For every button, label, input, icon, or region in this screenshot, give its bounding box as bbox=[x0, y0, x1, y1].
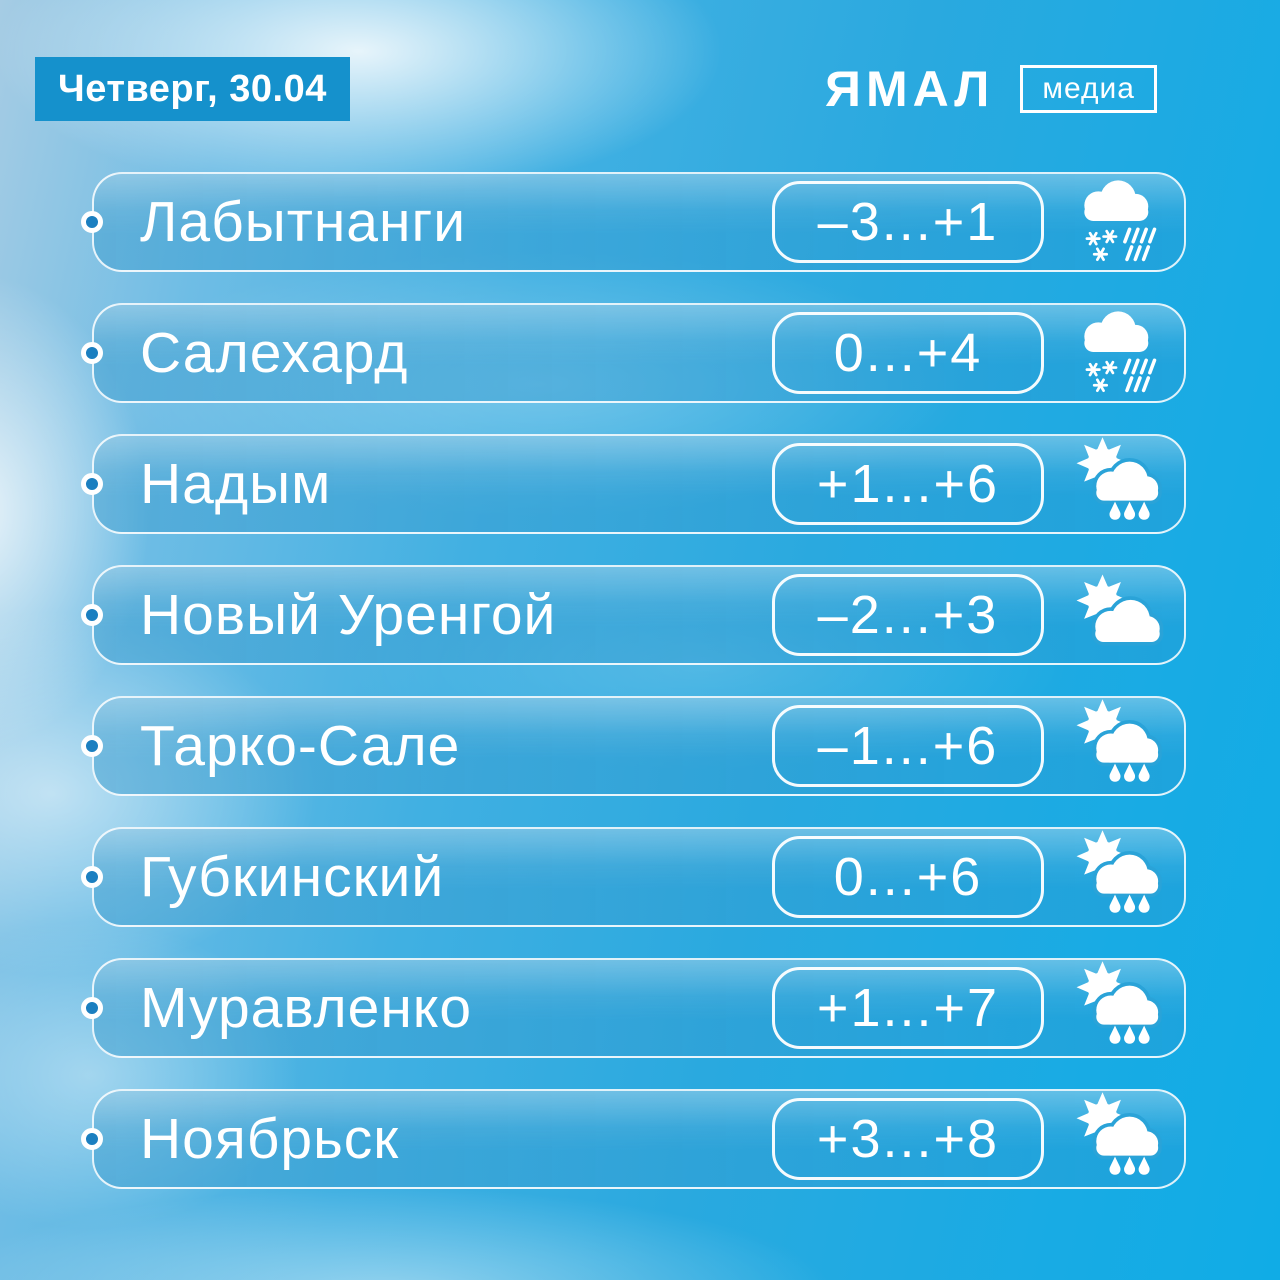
snow-rain-cloud-icon bbox=[1063, 305, 1167, 401]
brand-logo: ЯМАЛ медиа bbox=[825, 60, 1157, 118]
temperature-badge: 0...+6 bbox=[772, 836, 1044, 918]
weather-icon-box bbox=[1046, 567, 1184, 663]
temperature-badge: –1...+6 bbox=[772, 705, 1044, 787]
temperature-value: +1...+6 bbox=[816, 454, 1000, 514]
brand-wordmark: ЯМАЛ bbox=[825, 61, 995, 117]
temperature-value: +3...+8 bbox=[816, 1109, 1000, 1169]
temperature-value: –2...+3 bbox=[817, 585, 999, 645]
weather-icon-box bbox=[1046, 960, 1184, 1056]
temperature-value: +1...+7 bbox=[816, 978, 1000, 1038]
forecast-row-novy-urengoy: Новый Уренгой –2...+3 bbox=[81, 565, 1186, 665]
date-label: Четверг, 30.04 bbox=[58, 68, 327, 110]
temperature-badge: –2...+3 bbox=[772, 574, 1044, 656]
sun-cloud-icon bbox=[1063, 567, 1167, 663]
city-name: Новый Уренгой bbox=[140, 583, 557, 647]
city-name: Ноябрьск bbox=[140, 1107, 400, 1171]
temperature-value: –3...+1 bbox=[817, 192, 999, 252]
temperature-value: 0...+6 bbox=[833, 847, 983, 907]
bullet-icon bbox=[81, 211, 103, 233]
weather-icon-box bbox=[1046, 436, 1184, 532]
sun-cloud-rain-icon bbox=[1063, 829, 1167, 925]
forecast-row-salekhard: Салехард 0...+4 bbox=[81, 303, 1186, 403]
bullet-icon bbox=[81, 342, 103, 364]
weather-icon-box bbox=[1046, 1091, 1184, 1187]
bullet-icon bbox=[81, 473, 103, 495]
bullet-icon bbox=[81, 1128, 103, 1150]
city-name: Тарко-Сале bbox=[140, 714, 461, 778]
forecast-row-gubkinsky: Губкинский 0...+6 bbox=[81, 827, 1186, 927]
bullet-icon bbox=[81, 997, 103, 1019]
bullet-icon bbox=[81, 735, 103, 757]
weather-icon-box bbox=[1046, 305, 1184, 401]
temperature-badge: +3...+8 bbox=[772, 1098, 1044, 1180]
temperature-value: –1...+6 bbox=[817, 716, 999, 776]
bullet-icon bbox=[81, 604, 103, 626]
city-name: Надым bbox=[140, 452, 332, 516]
weather-icon-box bbox=[1046, 698, 1184, 794]
sun-cloud-rain-icon bbox=[1063, 698, 1167, 794]
city-name: Муравленко bbox=[140, 976, 473, 1040]
forecast-row-labytnangi: Лабытнанги –3...+1 bbox=[81, 172, 1186, 272]
temperature-badge: –3...+1 bbox=[772, 181, 1044, 263]
sun-cloud-rain-icon bbox=[1063, 436, 1167, 532]
city-name: Лабытнанги bbox=[140, 190, 467, 254]
sun-cloud-rain-icon bbox=[1063, 1091, 1167, 1187]
weather-icon-box bbox=[1046, 829, 1184, 925]
snow-rain-cloud-icon bbox=[1063, 174, 1167, 270]
city-name: Губкинский bbox=[140, 845, 445, 909]
weather-icon-box bbox=[1046, 174, 1184, 270]
bullet-icon bbox=[81, 866, 103, 888]
forecast-row-noyabrsk: Ноябрьск +3...+8 bbox=[81, 1089, 1186, 1189]
forecast-row-muravlenko: Муравленко +1...+7 bbox=[81, 958, 1186, 1058]
city-name: Салехард bbox=[140, 321, 409, 385]
forecast-list: Лабытнанги –3...+1 Салехард 0...+4 Надым… bbox=[81, 172, 1186, 1189]
sun-cloud-rain-icon bbox=[1063, 960, 1167, 1056]
date-badge: Четверг, 30.04 bbox=[35, 57, 350, 121]
forecast-row-nadym: Надым +1...+6 bbox=[81, 434, 1186, 534]
temperature-badge: +1...+6 bbox=[772, 443, 1044, 525]
forecast-row-tarko-sale: Тарко-Сале –1...+6 bbox=[81, 696, 1186, 796]
temperature-badge: 0...+4 bbox=[772, 312, 1044, 394]
temperature-badge: +1...+7 bbox=[772, 967, 1044, 1049]
brand-media-badge: медиа bbox=[1020, 65, 1157, 113]
temperature-value: 0...+4 bbox=[833, 323, 983, 383]
